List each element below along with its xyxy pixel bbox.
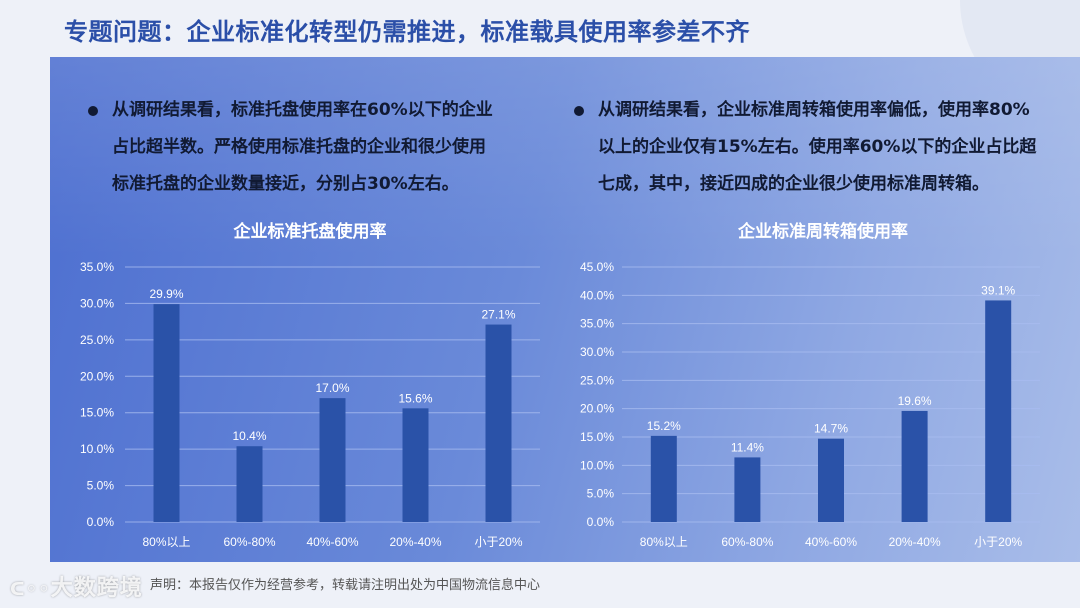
bar — [402, 408, 429, 522]
left-bullet-line: 标准托盘的企业数量接近，分别占30%左右。 — [112, 174, 459, 194]
y-tick-label: 10.0% — [580, 458, 614, 472]
x-category-label: 20%-40% — [389, 535, 441, 549]
bar — [153, 304, 180, 522]
left-bullet-line: 占比超半数。严格使用标准托盘的企业和很少使用 — [112, 137, 486, 157]
x-category-label: 80%以上 — [640, 535, 688, 549]
data-label: 11.4% — [731, 440, 764, 454]
x-category-label: 小于20% — [474, 535, 522, 549]
y-tick-label: 15.0% — [80, 406, 114, 420]
y-tick-label: 35.0% — [80, 260, 114, 274]
footer-disclaimer: 声明：本报告仅作为经营参考，转载请注明出处为中国物流信息中心 — [150, 578, 541, 593]
y-tick-label: 45.0% — [580, 260, 614, 274]
bar — [901, 410, 928, 522]
right-bullet-text: 从调研结果看，企业标准周转箱使用率偏低，使用率80% 以上的企业仅有15%左右。… — [574, 92, 1037, 203]
bar — [236, 446, 263, 522]
bar — [985, 300, 1012, 522]
x-category-label: 40%-60% — [805, 535, 857, 549]
y-tick-label: 15.0% — [580, 430, 614, 444]
x-category-label: 40%-60% — [306, 535, 358, 549]
right-bullet-line: 七成，其中，接近四成的企业很少使用标准周转箱。 — [598, 174, 989, 194]
left-bullet-text: 从调研结果看，标准托盘使用率在60%以下的企业 占比超半数。严格使用标准托盘的企… — [88, 92, 493, 203]
y-tick-label: 5.0% — [87, 479, 115, 493]
data-label: 14.7% — [814, 422, 848, 436]
bullet-dot-icon — [574, 106, 584, 116]
bullet-dot-icon — [88, 106, 98, 116]
bar — [734, 457, 761, 522]
bar — [650, 435, 677, 522]
bar — [818, 438, 844, 522]
data-label: 15.6% — [398, 391, 432, 405]
right-bullet-line: 以上的企业仅有15%左右。使用率60%以下的企业占比超 — [598, 137, 1037, 157]
y-tick-label: 10.0% — [80, 442, 114, 456]
x-category-label: 20%-40% — [889, 535, 941, 549]
data-label: 17.0% — [315, 381, 349, 395]
y-tick-label: 25.0% — [80, 333, 114, 347]
y-tick-label: 35.0% — [580, 317, 614, 331]
y-tick-label: 30.0% — [580, 345, 614, 359]
bar — [319, 398, 346, 522]
x-category-label: 小于20% — [974, 535, 1022, 549]
x-category-label: 60%-80% — [721, 535, 773, 549]
page-title: 专题问题：企业标准化转型仍需推进，标准载具使用率参差不齐 — [64, 18, 750, 46]
right-chart-title: 企业标准周转箱使用率 — [738, 222, 908, 242]
right-bullet-line: 从调研结果看，企业标准周转箱使用率偏低，使用率80% — [598, 100, 1030, 120]
data-label: 39.1% — [981, 283, 1015, 297]
y-tick-label: 20.0% — [80, 369, 114, 383]
data-label: 27.1% — [481, 308, 515, 322]
y-tick-label: 0.0% — [587, 515, 615, 529]
watermark-logo: ᑕ◦◦大数跨境 — [10, 576, 143, 601]
x-category-label: 80%以上 — [142, 535, 190, 549]
y-tick-label: 30.0% — [80, 296, 114, 310]
y-tick-label: 40.0% — [580, 288, 614, 302]
x-category-label: 60%-80% — [223, 535, 275, 549]
left-chart-title: 企业标准托盘使用率 — [233, 222, 387, 242]
y-tick-label: 25.0% — [580, 373, 614, 387]
bar — [485, 324, 512, 522]
watermark-icon: ᑕ◦◦ — [10, 579, 51, 600]
data-label: 10.4% — [232, 429, 266, 443]
y-tick-label: 5.0% — [587, 487, 615, 501]
data-label: 29.9% — [149, 287, 183, 301]
left-bullet-line: 从调研结果看，标准托盘使用率在60%以下的企业 — [112, 100, 493, 120]
y-tick-label: 20.0% — [580, 402, 614, 416]
data-label: 15.2% — [647, 419, 681, 433]
data-label: 19.6% — [898, 394, 932, 408]
y-tick-label: 0.0% — [87, 515, 115, 529]
